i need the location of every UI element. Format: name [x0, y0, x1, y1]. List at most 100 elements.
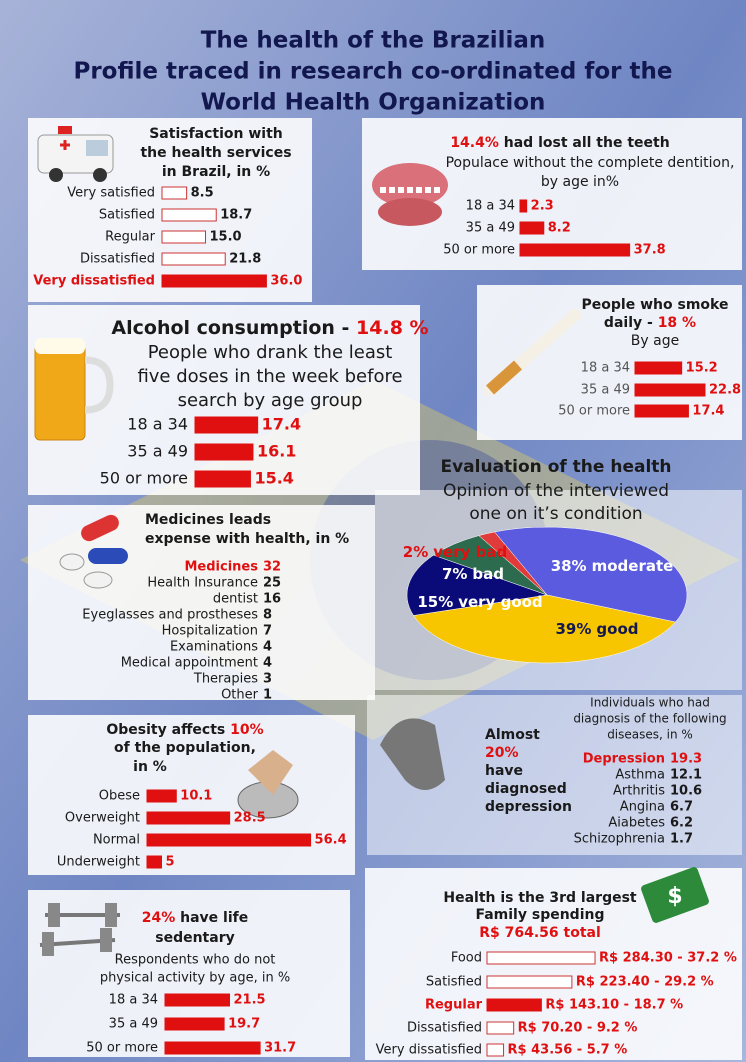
panel	[28, 305, 420, 495]
heading: in %	[133, 759, 167, 775]
value-label: 22.8	[709, 383, 741, 398]
bar	[161, 230, 206, 244]
money-symbol: $	[667, 884, 682, 909]
pie-slice	[413, 594, 676, 664]
item-value: 1.7	[670, 832, 693, 847]
item-value: 12.1	[670, 768, 702, 783]
satisfaction-title: Satisfaction with the health services in…	[140, 126, 291, 180]
subtitle: physical activity by age, in %	[100, 971, 290, 986]
bar-label: Satisfied	[426, 975, 482, 990]
bar-label: 50 or more	[86, 1041, 158, 1056]
heading: People who smoke	[582, 297, 729, 313]
item-value: 4	[263, 656, 272, 671]
value-label: R$ 70.20 - 9.2 %	[518, 1021, 638, 1036]
subtitle: by age in%	[541, 174, 619, 190]
bar	[634, 404, 689, 418]
item-value: 6.2	[670, 816, 693, 831]
bar	[519, 243, 631, 257]
value-label: 8.2	[548, 221, 571, 236]
item-value: 3	[263, 672, 272, 687]
item-name: Arthritis	[613, 784, 665, 799]
bar-label: Obese	[99, 789, 140, 804]
bar	[194, 416, 259, 434]
heading: 24% have life	[142, 910, 248, 926]
bar-label: Satisfied	[99, 208, 155, 223]
bar-label: Underweight	[57, 855, 140, 870]
bar	[519, 199, 528, 213]
value-label: 17.4	[262, 415, 301, 434]
value-label: 8.5	[191, 186, 214, 201]
bar	[161, 274, 267, 288]
bar	[161, 186, 188, 200]
bar-label: 50 or more	[100, 469, 188, 488]
heading: Alcohol consumption - 14.8 %	[111, 317, 428, 339]
pills-icon	[59, 514, 128, 589]
item-value: 8	[263, 608, 272, 623]
bar-label: 18 a 34	[581, 361, 630, 376]
heading: of the population,	[114, 740, 256, 756]
bar-label: 35 a 49	[466, 221, 515, 236]
item-value: 1	[263, 688, 272, 703]
pie-label: 15% very good	[417, 593, 542, 611]
bar	[194, 443, 254, 461]
bar-label: Very dissatisfied	[33, 274, 155, 289]
value-label: 15.4	[254, 469, 293, 488]
money-icon: $	[641, 867, 709, 923]
value-label: 19.7	[228, 1017, 260, 1032]
item-name: Examinations	[170, 640, 258, 655]
bar-label: Normal	[93, 833, 140, 848]
bar-label: 50 or more	[558, 404, 630, 419]
highlight: 14.8 %	[356, 317, 429, 339]
bar	[486, 1043, 505, 1057]
value-label: 10.1	[180, 789, 212, 804]
pie-value: 2%	[403, 543, 428, 561]
subtitle: People who drank the least	[148, 342, 393, 363]
heading-text: daily -	[604, 315, 658, 331]
value-label: R$ 223.40 - 29.2 %	[576, 975, 714, 990]
value-label: 28.5	[234, 811, 266, 826]
value-label: 37.8	[634, 243, 666, 258]
subtitle: diagnosis of the following	[573, 712, 726, 726]
heading-text: Obesity affects	[106, 722, 230, 738]
bar	[486, 975, 573, 989]
item-name: dentist	[213, 592, 258, 607]
item-name: Aiabetes	[608, 816, 665, 831]
pie-value: 15%	[417, 593, 453, 611]
item-name: Medicines	[185, 560, 259, 575]
pie-name: good	[596, 620, 638, 638]
pie-slice	[478, 531, 548, 596]
item-name: Eyeglasses and prostheses	[82, 608, 258, 623]
total: R$ 764.56 total	[479, 925, 601, 941]
item-name: Angina	[620, 800, 665, 815]
heading: Satisfaction with	[149, 126, 283, 142]
dumbbell-icon	[39, 903, 120, 956]
value-label: R$ 143.10 - 18.7 %	[545, 998, 683, 1013]
heading: daily - 18 %	[604, 315, 696, 331]
bar	[194, 470, 251, 488]
bar	[146, 811, 231, 825]
pie-slice	[494, 526, 688, 623]
item-value: 7	[263, 624, 272, 639]
title: The health of the Brazilian Profile trac…	[73, 28, 672, 116]
pie-name: bad	[472, 565, 504, 583]
bar-label: Overweight	[65, 811, 140, 826]
highlight: 14.4%	[450, 135, 499, 151]
pie-value: 39%	[556, 620, 592, 638]
item-name: Medical appointment	[121, 656, 258, 671]
highlight: 24%	[142, 910, 176, 926]
subtitle: five doses in the week before	[137, 366, 402, 387]
bar-label: Very dissatisfied	[376, 1043, 482, 1058]
bar	[486, 951, 596, 965]
highlight: 10%	[230, 722, 264, 738]
value-label: 15.2	[686, 361, 718, 376]
bar-label: 18 a 34	[109, 993, 158, 1008]
value-label: 56.4	[315, 833, 347, 848]
heading: the health services	[140, 145, 291, 161]
bar	[519, 221, 545, 235]
bar	[161, 252, 226, 266]
subtitle: Opinion of the interviewed	[443, 481, 669, 501]
heading: Health is the 3rd largest	[443, 890, 637, 906]
heading-text: Alcohol consumption -	[111, 317, 356, 339]
subtitle: Populace without the complete dentition,	[446, 155, 735, 171]
